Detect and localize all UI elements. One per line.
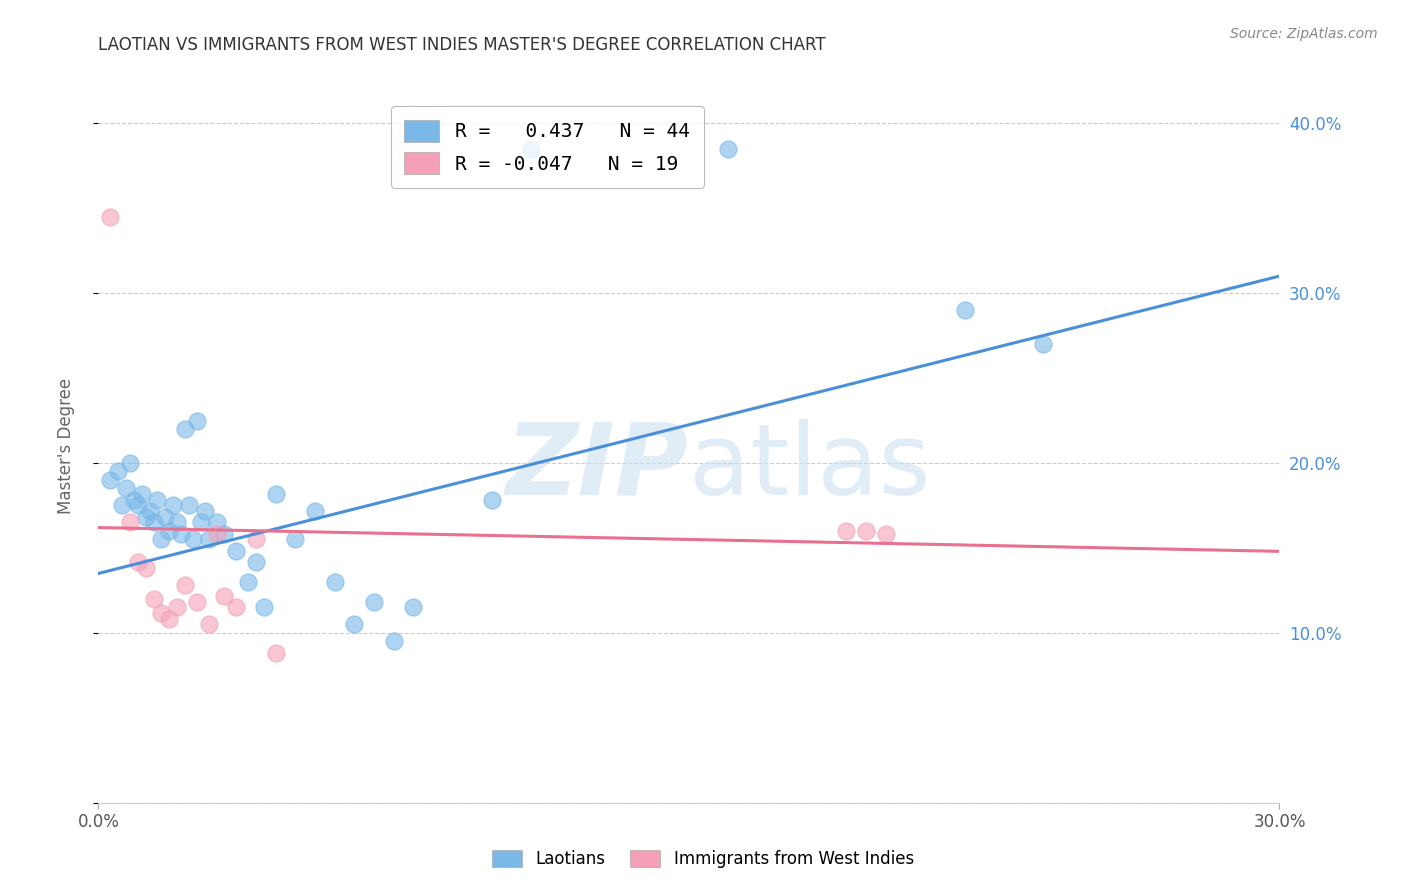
Point [142, 516, 165, 530]
Point [118, 456, 141, 470]
Point [197, 533, 219, 547]
Point [122, 493, 145, 508]
Point [245, 533, 267, 547]
Point [135, 510, 157, 524]
Point [98, 473, 121, 487]
Point [481, 493, 503, 508]
Point [214, 527, 236, 541]
Point [382, 634, 405, 648]
Y-axis label: Master's Degree: Master's Degree [56, 378, 75, 514]
Point [170, 527, 193, 541]
Point [111, 499, 134, 513]
Text: ZIP: ZIP [506, 419, 689, 516]
Point [181, 533, 204, 547]
Point [205, 516, 228, 530]
Point [245, 555, 267, 569]
Point [118, 516, 141, 530]
Point [115, 482, 138, 496]
Point [225, 544, 247, 558]
Point [520, 142, 543, 156]
Point [146, 493, 169, 508]
Point [166, 516, 188, 530]
Legend: R =   0.437   N = 44, R = -0.047   N = 19: R = 0.437 N = 44, R = -0.047 N = 19 [391, 106, 703, 188]
Point [225, 600, 247, 615]
Point [157, 612, 180, 626]
Point [150, 533, 173, 547]
Point [166, 600, 188, 615]
Point [135, 561, 157, 575]
Point [162, 499, 184, 513]
Point [186, 595, 208, 609]
Point [98, 210, 121, 224]
Text: LAOTIAN VS IMMIGRANTS FROM WEST INDIES MASTER'S DEGREE CORRELATION CHART: LAOTIAN VS IMMIGRANTS FROM WEST INDIES M… [98, 36, 827, 54]
Point [186, 413, 208, 427]
Point [953, 303, 976, 318]
Point [402, 600, 425, 615]
Point [150, 606, 173, 620]
Point [174, 422, 197, 436]
Point [177, 499, 200, 513]
Point [717, 142, 740, 156]
Point [264, 486, 287, 500]
Point [142, 591, 165, 606]
Point [138, 503, 160, 517]
Point [131, 486, 153, 500]
Point [174, 578, 197, 592]
Point [875, 527, 897, 541]
Point [127, 499, 149, 513]
Point [304, 503, 326, 517]
Point [205, 527, 228, 541]
Point [835, 524, 858, 538]
Point [194, 503, 217, 517]
Text: Source: ZipAtlas.com: Source: ZipAtlas.com [1230, 27, 1378, 41]
Point [343, 617, 366, 632]
Point [155, 510, 177, 524]
Point [190, 516, 212, 530]
Legend: Laotians, Immigrants from West Indies: Laotians, Immigrants from West Indies [485, 843, 921, 875]
Text: atlas: atlas [689, 419, 931, 516]
Point [107, 465, 129, 479]
Point [264, 646, 287, 660]
Point [236, 574, 259, 589]
Point [1032, 337, 1054, 351]
Point [127, 555, 149, 569]
Point [323, 574, 346, 589]
Point [157, 524, 180, 538]
Point [855, 524, 877, 538]
Point [284, 533, 307, 547]
Point [197, 617, 219, 632]
Point [214, 589, 236, 603]
Point [363, 595, 385, 609]
Point [253, 600, 276, 615]
